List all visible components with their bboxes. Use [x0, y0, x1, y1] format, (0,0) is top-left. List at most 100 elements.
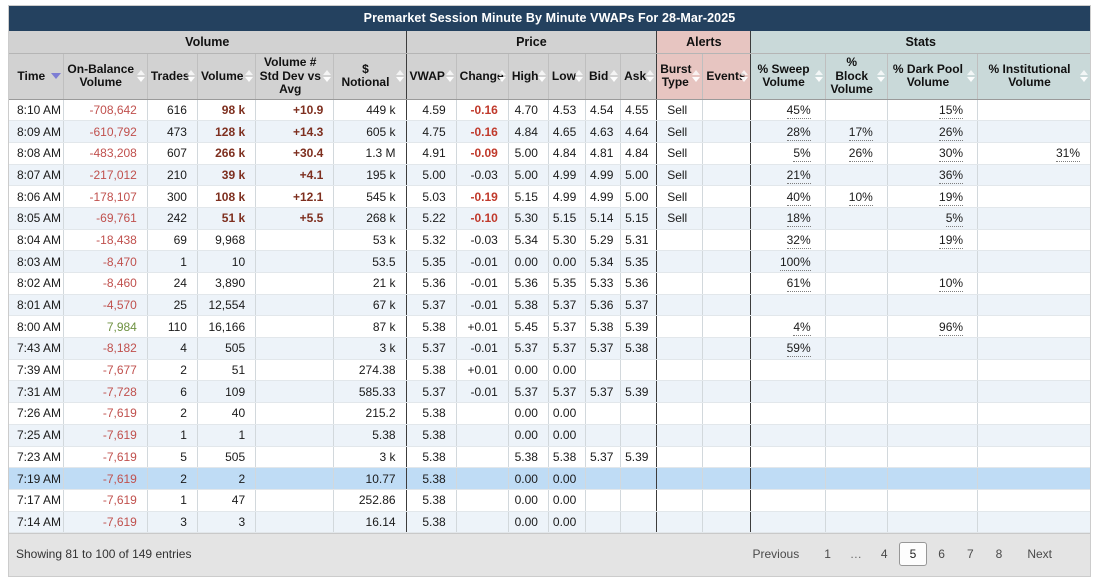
column-group-volume: Volume	[9, 31, 407, 54]
column-header-high[interactable]: High	[507, 53, 549, 100]
table-row[interactable]: 8:00 AM 7,984 110 16,166 87 k 5.38 +0.01 5.45 5.…	[9, 315, 1090, 339]
cell-value: 5.22	[422, 211, 446, 226]
cell-value: 96%	[939, 319, 964, 336]
column-header-time[interactable]: Time	[9, 53, 64, 100]
column-header-events[interactable]: Events	[702, 53, 751, 100]
page-button-7[interactable]: 7	[966, 547, 974, 562]
table-row[interactable]: 7:26 AM -7,619 2 40 215.2 5.38 0.00 0.00	[9, 402, 1090, 425]
cell-high: 5.36	[507, 272, 549, 295]
table-row[interactable]: 7:43 AM -8,182 4 505 3 k 5.37 -0.01 5.37 5.37 5.3…	[9, 337, 1090, 360]
page-button-4[interactable]: 4	[880, 547, 888, 562]
cell-value: +12.1	[292, 189, 324, 204]
pagination-previous[interactable]: Previous	[752, 547, 800, 562]
cell-value: 4.75	[422, 124, 446, 139]
cell-value: Sell	[667, 189, 688, 204]
column-header-block[interactable]: % Block Volume	[824, 53, 888, 100]
cell-vwap: 5.32	[405, 229, 457, 252]
cell-high: 5.15	[507, 185, 549, 208]
column-header-dark[interactable]: % Dark Pool Volume	[886, 53, 978, 100]
column-header-burst[interactable]: Burst Type	[656, 53, 703, 100]
table-row[interactable]: 7:17 AM -7,619 1 47 252.86 5.38 0.00 0.00	[9, 489, 1090, 512]
cell-time: 7:39 AM	[9, 359, 64, 382]
table-row[interactable]: 7:25 AM -7,619 1 1 5.38 5.38 0.00 0.00	[9, 424, 1090, 447]
cell-block: 26%	[824, 142, 888, 165]
sort-arrows-icon	[740, 70, 749, 83]
cell-events	[702, 337, 751, 360]
column-header-ask[interactable]: Ask	[620, 53, 657, 100]
cell-value: 4.91	[422, 146, 446, 161]
group-header-row: Volume Price Alerts Stats	[9, 31, 1090, 54]
pagination-next[interactable]: Next	[1027, 547, 1052, 562]
cell-burst: Sell	[656, 164, 703, 187]
table-row[interactable]: 8:05 AM -69,761 242 51 k +5.5 268 k 5.22 -0.10 5…	[9, 207, 1090, 230]
cell-ask	[620, 467, 657, 490]
cell-block	[824, 489, 888, 512]
table-row[interactable]: 8:07 AM -217,012 210 39 k +4.1 195 k 5.00 -0.03…	[9, 164, 1090, 187]
table-row[interactable]: 7:39 AM -7,677 2 51 274.38 5.38 +0.01 0.00 0.00	[9, 359, 1090, 382]
column-header-vwap[interactable]: VWAP	[405, 53, 457, 100]
table-row[interactable]: 8:03 AM -8,470 1 10 53.5 5.35 -0.01 0.00 0.00 5.3…	[9, 250, 1090, 273]
cell-inst	[977, 489, 1090, 512]
cell-volume: 39 k	[196, 164, 256, 187]
table-row[interactable]: 7:31 AM -7,728 6 109 585.33 5.37 -0.01 5.37 5.37…	[9, 380, 1090, 404]
page-button-5[interactable]: 5	[898, 542, 928, 567]
column-header-volume[interactable]: Volume	[196, 53, 256, 100]
cell-value: 61%	[786, 276, 811, 293]
cell-change: -0.03	[455, 164, 509, 187]
cell-value: 5.36	[422, 276, 446, 291]
cell-value: 30%	[939, 146, 964, 163]
column-header-notional[interactable]: $ Notional	[333, 53, 407, 100]
table-row[interactable]: 8:02 AM -8,460 24 3,890 21 k 5.36 -0.01 5.36 5.3…	[9, 272, 1090, 295]
table-row[interactable]: 7:23 AM -7,619 5 505 3 k 5.38 5.38 5.38 5.37 5.39	[9, 446, 1090, 469]
cell-value: -8,460	[102, 276, 137, 291]
column-header-obv[interactable]: On-Balance Volume	[62, 53, 148, 100]
table-row[interactable]: 8:08 AM -483,208 607 266 k +30.4 1.3 M 4.91 -0.…	[9, 142, 1090, 165]
sort-arrows-icon	[646, 70, 655, 83]
cell-value: 585.33	[358, 384, 396, 399]
cell-value: 5.37	[590, 341, 614, 356]
table-row[interactable]: 8:09 AM -610,792 473 128 k +14.3 605 k 4.75 -0.…	[9, 120, 1090, 143]
sort-arrows-icon	[395, 70, 404, 83]
column-header-bid[interactable]: Bid	[585, 53, 621, 100]
page-button-8[interactable]: 8	[995, 547, 1003, 562]
column-header-change[interactable]: Change	[455, 53, 509, 100]
cell-block	[824, 402, 888, 425]
cell-value: 242	[166, 211, 187, 226]
page-button-6[interactable]: 6	[938, 547, 945, 562]
cell-value: 5.30	[514, 211, 538, 226]
table-row[interactable]: 7:19 AM -7,619 2 2 10.77 5.38 0.00 0.00	[9, 467, 1090, 490]
cell-trades: 242	[146, 207, 198, 230]
table-row[interactable]: 8:10 AM -708,642 616 98 k +10.9 449 k 4.59 -0.1…	[9, 99, 1090, 122]
column-header-label: Change	[459, 68, 504, 83]
column-header-stddev[interactable]: Volume # Std Dev vs Avg	[255, 53, 334, 100]
cell-notional: 605 k	[333, 120, 407, 143]
column-header-sweep[interactable]: % Sweep Volume	[750, 53, 826, 100]
cell-time: 7:14 AM	[9, 511, 64, 534]
table-row[interactable]: 8:01 AM -4,570 25 12,554 67 k 5.37 -0.01 5.38 5.…	[9, 294, 1090, 317]
cell-burst	[656, 446, 703, 469]
cell-change: -0.03	[455, 229, 509, 252]
page-button-1[interactable]: 1	[824, 547, 831, 562]
cell-events	[702, 489, 751, 512]
cell-notional: 274.38	[333, 359, 407, 382]
cell-value: +4.1	[299, 167, 324, 182]
cell-value: -0.03	[470, 232, 498, 247]
cell-volume: 16,166	[196, 315, 256, 339]
column-header-inst[interactable]: % Institutional Volume	[977, 53, 1090, 100]
table-row[interactable]: 8:04 AM -18,438 69 9,968 53 k 5.32 -0.03 5.34 5.…	[9, 229, 1090, 252]
cell-stddev	[255, 250, 334, 273]
cell-value: 16,166	[208, 319, 246, 334]
cell-value: 5.14	[590, 211, 614, 226]
cell-value: 53 k	[372, 232, 396, 247]
cell-ask	[620, 511, 657, 534]
cell-volume: 108 k	[196, 185, 256, 208]
table-row[interactable]: 7:14 AM -7,619 3 3 16.14 5.38 0.00 0.00	[9, 511, 1090, 534]
cell-value: 8:06 AM	[17, 189, 62, 204]
table-row[interactable]: 8:06 AM -178,107 300 108 k +12.1 545 k 5.03 -0.…	[9, 185, 1090, 208]
cell-value: 5.36	[625, 276, 649, 291]
column-header-trades[interactable]: Trades	[146, 53, 198, 100]
cell-burst: Sell	[656, 207, 703, 230]
column-header-low[interactable]: Low	[547, 53, 586, 100]
cell-stddev: +30.4	[255, 142, 334, 165]
cell-value: -0.16	[470, 124, 498, 139]
